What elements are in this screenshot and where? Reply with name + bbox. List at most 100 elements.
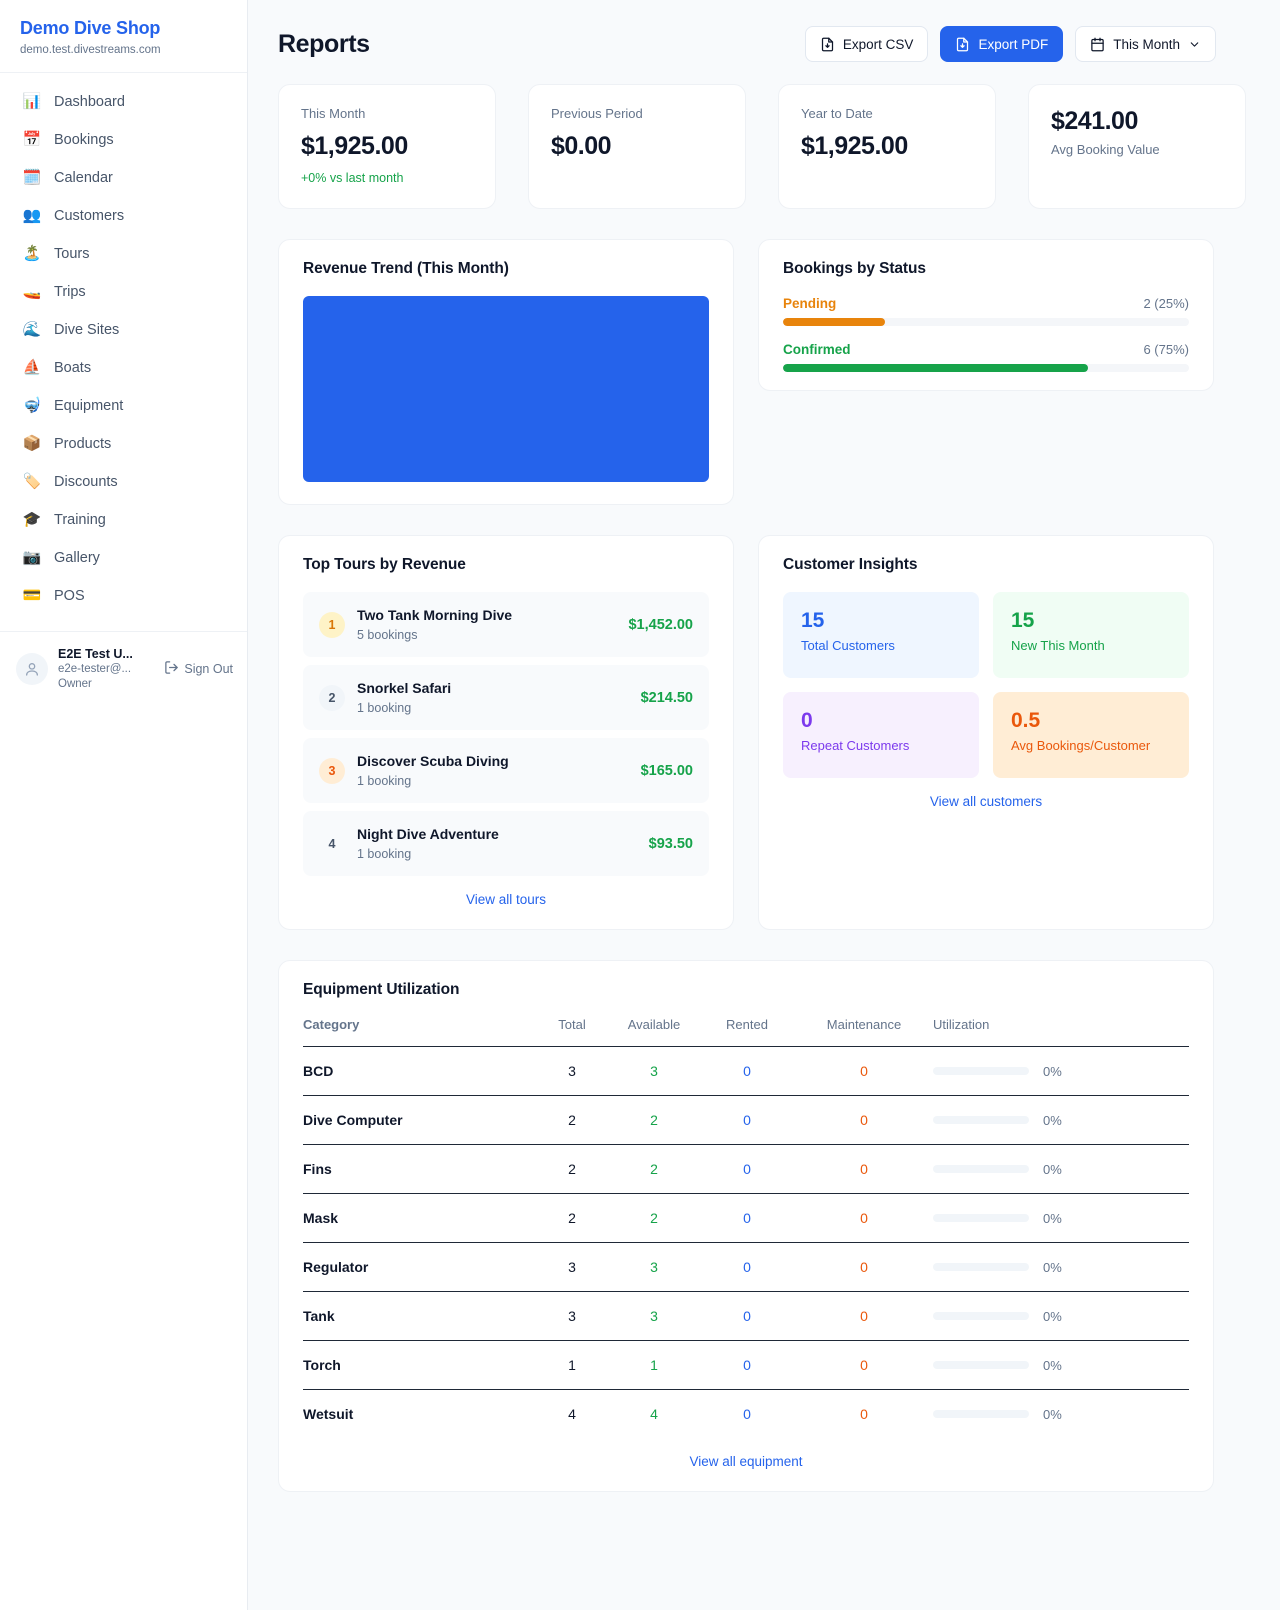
tour-row[interactable]: 1 Two Tank Morning Dive 5 bookings $1,452.0… [303, 592, 709, 657]
equipment-available: 3 [609, 1242, 699, 1292]
calendar-icon [1090, 37, 1105, 52]
equipment-table: Category Total Available Rented Maintenance U… [303, 1017, 1189, 1438]
utilization-track [933, 1116, 1029, 1124]
trips-icon: 🚤 [22, 283, 42, 300]
sidebar-item-label: POS [54, 588, 85, 604]
tour-row[interactable]: 2 Snorkel Safari 1 booking $214.50 [303, 665, 709, 730]
top-tours-panel: Top Tours by Revenue 1 Two Tank Morning D… [278, 535, 734, 930]
tour-revenue: $165.00 [640, 762, 693, 779]
insight-tile: 0.5 Avg Bookings/Customer [993, 692, 1189, 778]
column-header: Utilization [933, 1017, 1189, 1047]
utilization-track [933, 1263, 1029, 1271]
sign-out-button[interactable]: Sign Out [164, 660, 233, 678]
calendar-icon: 🗓️ [22, 169, 42, 186]
status-count: 2 (25%) [1143, 296, 1189, 311]
insight-tile: 15 New This Month [993, 592, 1189, 678]
equipment-available: 3 [609, 1046, 699, 1096]
utilization-track [933, 1067, 1029, 1075]
pos-icon: 💳 [22, 587, 42, 604]
products-icon: 📦 [22, 435, 42, 452]
equipment-maintenance: 0 [795, 1291, 933, 1341]
equipment-rented: 0 [699, 1193, 795, 1243]
equipment-available: 2 [609, 1193, 699, 1243]
sidebar-item-label: Trips [54, 284, 86, 300]
bookings-status-panel: Bookings by Status Pending 2 (25%) Confirm… [758, 239, 1214, 391]
tour-revenue: $93.50 [648, 835, 693, 852]
sidebar-item-calendar[interactable]: 🗓️ Calendar [0, 159, 247, 197]
bookings-status-title: Bookings by Status [783, 260, 926, 277]
tour-name: Two Tank Morning Dive [357, 607, 513, 623]
status-progress-track [783, 364, 1189, 372]
tour-revenue: $1,452.00 [628, 616, 693, 633]
period-selector[interactable]: This Month [1075, 26, 1216, 62]
status-progress-fill [783, 364, 1088, 372]
sidebar-item-dashboard[interactable]: 📊 Dashboard [0, 83, 247, 121]
equipment-rented: 0 [699, 1242, 795, 1292]
equipment-rented: 0 [699, 1095, 795, 1145]
tour-bookings: 1 booking [357, 774, 412, 788]
brand-block[interactable]: Demo Dive Shop demo.test.divestreams.com [0, 0, 247, 73]
status-row: Confirmed 6 (75%) [783, 342, 1189, 372]
chevron-down-icon [1188, 38, 1201, 51]
utilization-track [933, 1165, 1029, 1173]
table-row: Regulator 3 3 0 0 0% [303, 1242, 1189, 1292]
insight-value: 15 [801, 609, 825, 632]
stat-cards-row: This Month $1,925.00 +0% vs last month Prev… [278, 84, 1280, 209]
sidebar-item-tours[interactable]: 🏝️ Tours [0, 235, 247, 273]
sidebar-item-products[interactable]: 📦 Products [0, 425, 247, 463]
equipment-total: 2 [535, 1144, 609, 1194]
sidebar-item-label: Gallery [54, 550, 100, 566]
insight-label: Repeat Customers [801, 738, 910, 753]
view-all-customers-link[interactable]: View all customers [929, 794, 1043, 809]
utilization-percent: 0% [1043, 1161, 1062, 1177]
utilization-percent: 0% [1043, 1112, 1062, 1128]
table-row: BCD 3 3 0 0 0% [303, 1046, 1189, 1096]
export-csv-button[interactable]: Export CSV [804, 26, 929, 62]
sidebar-item-discounts[interactable]: 🏷️ Discounts [0, 463, 247, 501]
tour-row[interactable]: 3 Discover Scuba Diving 1 booking $165.00 [303, 738, 709, 803]
utilization-percent: 0% [1043, 1406, 1062, 1422]
tour-row[interactable]: 4 Night Dive Adventure 1 booking $93.50 [303, 811, 709, 876]
equipment-rented: 0 [699, 1340, 795, 1390]
utilization-percent: 0% [1043, 1259, 1062, 1275]
table-row: Torch 1 1 0 0 0% [303, 1340, 1189, 1390]
sidebar-item-label: Tours [54, 246, 90, 262]
revenue-trend-chart [303, 296, 709, 482]
column-header: Maintenance [795, 1017, 933, 1047]
column-header: Total [535, 1017, 609, 1047]
export-pdf-button[interactable]: Export PDF [940, 26, 1064, 62]
sidebar-item-boats[interactable]: ⛵ Boats [0, 349, 247, 387]
equipment-table-body: BCD 3 3 0 0 0% Dive Computer 2 2 0 0 0% Fins 2 2 0 0 0% Ma… [303, 1046, 1189, 1439]
equipment-maintenance: 0 [860, 1406, 868, 1422]
utilization-percent: 0% [1043, 1308, 1062, 1324]
customers-icon: 👥 [22, 207, 42, 224]
sidebar-item-bookings[interactable]: 📅 Bookings [0, 121, 247, 159]
sidebar-item-label: Bookings [54, 132, 114, 148]
sidebar-item-gallery[interactable]: 📷 Gallery [0, 539, 247, 577]
tour-name: Snorkel Safari [357, 680, 452, 696]
stat-label: Avg Booking Value [1051, 142, 1160, 157]
utilization-percent: 0% [1043, 1210, 1062, 1226]
main-content: Reports Export CSV E [248, 0, 1280, 1610]
sidebar-item-equipment[interactable]: 🤿 Equipment [0, 387, 247, 425]
equipment-total: 4 [568, 1406, 576, 1422]
stat-value: $1,925.00 [301, 132, 408, 160]
sidebar-item-dive-sites[interactable]: 🌊 Dive Sites [0, 311, 247, 349]
stat-label: This Month [301, 106, 366, 121]
avatar [16, 653, 48, 685]
view-all-equipment-link[interactable]: View all equipment [689, 1454, 803, 1469]
sidebar-item-trips[interactable]: 🚤 Trips [0, 273, 247, 311]
stat-label: Previous Period [551, 106, 643, 121]
sidebar-item-customers[interactable]: 👥 Customers [0, 197, 247, 235]
sign-out-label: Sign Out [184, 662, 233, 676]
user-profile: E2E Test U... e2e-tester@... Owner Sign … [0, 631, 247, 706]
equipment-total: 3 [535, 1046, 609, 1096]
utilization-track [933, 1214, 1029, 1222]
equipment-table-head: Category Total Available Rented Maintenance U… [303, 1017, 1189, 1047]
sidebar-item-training[interactable]: 🎓 Training [0, 501, 247, 539]
sidebar-item-label: Calendar [54, 170, 113, 186]
status-name: Pending [783, 296, 837, 311]
sidebar-item-pos[interactable]: 💳 POS [0, 577, 247, 615]
sidebar-item-label: Dive Sites [54, 322, 120, 338]
view-all-tours-link[interactable]: View all tours [465, 892, 547, 907]
